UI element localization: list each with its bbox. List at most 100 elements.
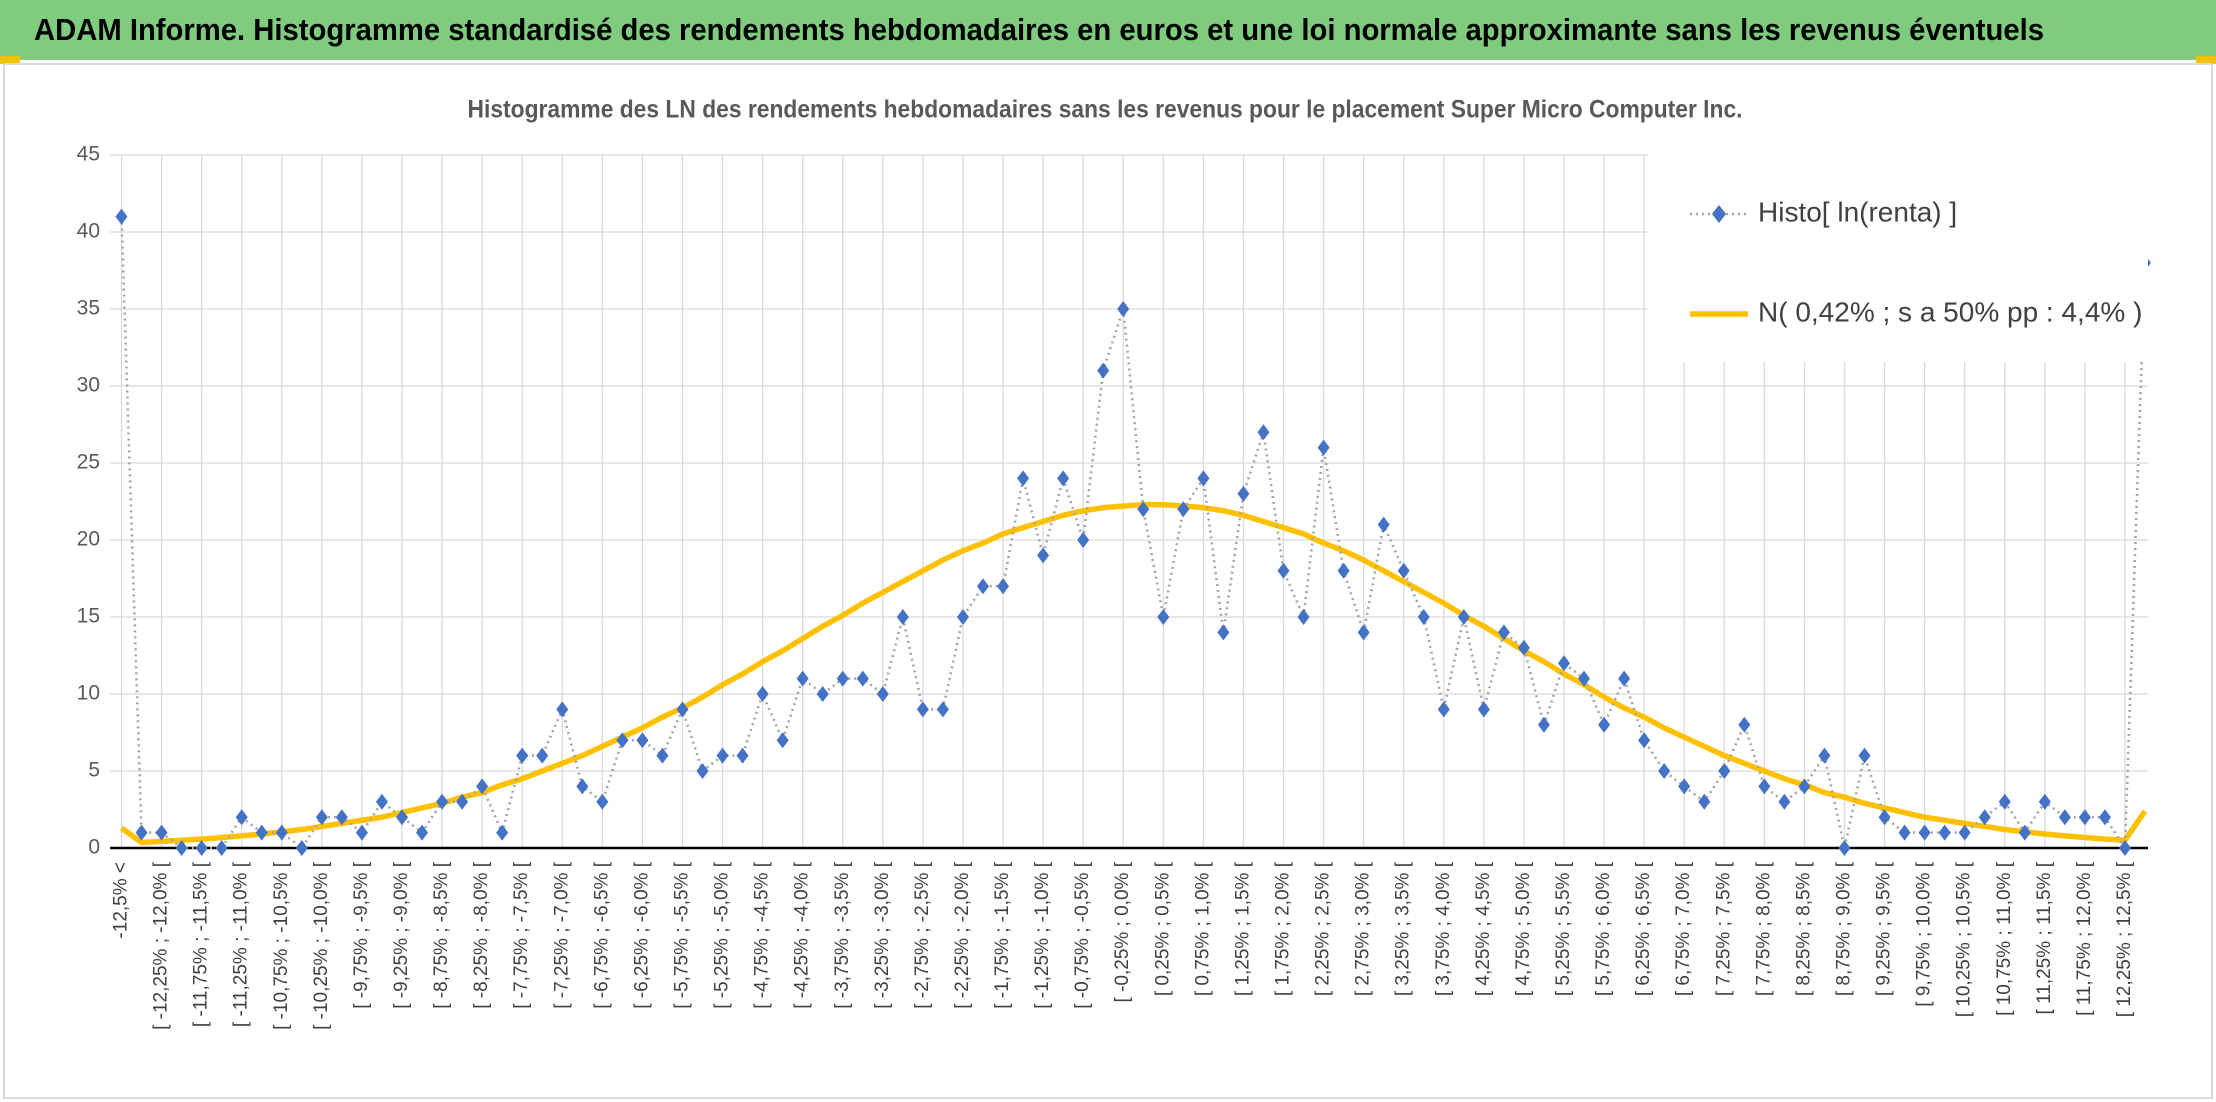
histogram-marker: [1417, 609, 1430, 625]
histogram-marker: [456, 793, 469, 810]
y-tick-label: 15: [77, 605, 100, 628]
histogram-marker: [1437, 701, 1450, 718]
histogram-marker: [1517, 639, 1530, 656]
x-tick-label: [ -4,75% ; -4,5% [: [752, 861, 773, 1009]
histogram-marker: [556, 701, 569, 718]
x-tick-label: [ 6,75% ; 7,0% [: [1673, 861, 1694, 996]
histogram-marker: [696, 763, 709, 779]
histogram-marker: [676, 701, 689, 718]
x-tick-label: -12,5% <: [111, 862, 132, 939]
histogram-marker: [1557, 655, 1570, 672]
histogram-marker: [596, 793, 609, 810]
x-tick-label: [ 1,75% ; 2,0% [: [1273, 861, 1294, 996]
histogram-marker: [896, 609, 909, 625]
histogram-marker: [1938, 824, 1951, 841]
y-tick-label: 45: [77, 143, 100, 166]
histogram-marker: [1818, 747, 1831, 764]
x-tick-label: [ -5,25% ; -5,0% [: [712, 861, 733, 1009]
y-tick-label: 5: [88, 759, 100, 782]
x-tick-label: [ -0,25% ; 0,0% [: [1112, 861, 1133, 1002]
histogram-marker: [175, 840, 188, 856]
x-tick-label: [ 12,25% ; 12,5% [: [2114, 861, 2135, 1017]
histogram-marker: [355, 824, 368, 841]
x-tick-label: [ 2,75% ; 3,0% [: [1353, 861, 1374, 996]
legend-box: [1648, 152, 2148, 362]
histogram-marker: [436, 793, 449, 810]
x-tick-label: [ -3,75% ; -3,5% [: [832, 861, 853, 1009]
x-tick-label: [ 5,75% ; 6,0% [: [1593, 861, 1614, 996]
histogram-marker: [315, 809, 328, 826]
x-tick-label: [ 9,75% ; 10,0% [: [1914, 861, 1935, 1006]
histogram-marker: [736, 747, 749, 764]
legend-marker: [1712, 205, 1726, 223]
histogram-marker: [856, 670, 869, 687]
x-tick-label: [ 2,25% ; 2,5% [: [1313, 861, 1334, 996]
x-tick-label: [ 6,25% ; 6,5% [: [1633, 861, 1654, 996]
x-tick-label: [ 1,25% ; 1,5% [: [1232, 861, 1253, 996]
histogram-marker: [395, 809, 408, 826]
chart-frame: [3, 63, 2213, 1099]
histogram-marker: [616, 732, 629, 749]
x-tick-label: [ 4,75% ; 5,0% [: [1513, 861, 1534, 996]
x-tick-label: [ -8,25% ; -8,0% [: [471, 861, 492, 1009]
histogram-marker: [1357, 624, 1370, 641]
histogram-marker: [956, 609, 969, 625]
histogram-marker: [215, 840, 228, 856]
histogram-marker: [335, 809, 348, 826]
histogram-marker: [1157, 609, 1170, 625]
histogram-marker: [1578, 670, 1591, 687]
histogram-marker: [836, 670, 849, 687]
y-tick-label: 25: [77, 451, 100, 474]
histogram-marker: [2038, 793, 2051, 810]
histogram-marker: [1177, 501, 1190, 518]
histogram-marker: [476, 778, 489, 795]
histogram-marker: [936, 701, 949, 718]
histogram-marker: [115, 208, 128, 225]
histogram-marker: [1618, 670, 1631, 687]
histogram-marker: [1477, 701, 1490, 718]
x-tick-label: [ -11,25% ; -11,0% [: [231, 861, 252, 1027]
x-tick-label: [ 8,75% ; 9,0% [: [1833, 861, 1854, 996]
histogram-marker: [1598, 716, 1611, 733]
histogram-marker: [796, 670, 809, 687]
histogram-marker: [2118, 840, 2131, 856]
x-tick-label: [ -2,75% ; -2,5% [: [912, 861, 933, 1009]
x-tick-label: [ 11,75% ; 12,0% [: [2074, 861, 2095, 1016]
histogram-marker: [195, 840, 208, 856]
histogram-marker: [1978, 809, 1991, 826]
histogram-marker: [1718, 763, 1731, 779]
histogram-marker: [1838, 840, 1851, 856]
x-tick-label: [ -2,25% ; -2,0% [: [952, 861, 973, 1009]
x-tick-label: [ -10,75% ; -10,5% [: [271, 861, 292, 1030]
histogram-marker: [416, 824, 429, 841]
histogram-marker: [636, 732, 649, 749]
x-tick-label: [ -3,25% ; -3,0% [: [872, 861, 893, 1009]
x-tick-label: [ 10,75% ; 11,0% [: [1994, 861, 2015, 1016]
histogram-marker: [1898, 824, 1911, 841]
histogram-marker: [1077, 532, 1090, 548]
x-tick-label: [ 8,25% ; 8,5% [: [1793, 861, 1814, 996]
x-tick-label: [ -7,25% ; -7,0% [: [551, 861, 572, 1009]
header-bar: [0, 0, 2216, 60]
histogram-marker: [916, 701, 929, 718]
histogram-marker: [997, 578, 1010, 595]
x-tick-label: [ 5,25% ; 5,5% [: [1553, 861, 1574, 996]
x-tick-label: [ -0,75% ; -0,5% [: [1072, 861, 1093, 1009]
histogram-marker: [2018, 824, 2031, 841]
x-tick-label: [ 3,75% ; 4,0% [: [1433, 861, 1454, 996]
histogram-marker: [2078, 809, 2091, 826]
x-tick-label: [ -6,75% ; -6,5% [: [591, 861, 612, 1009]
x-tick-label: [ -10,25% ; -10,0% [: [311, 861, 332, 1030]
histogram-marker: [1638, 732, 1651, 749]
histogram-marker: [1117, 301, 1130, 317]
x-tick-label: [ 4,25% ; 4,5% [: [1473, 861, 1494, 996]
histogram-marker: [1497, 624, 1510, 641]
histogram-marker: [135, 824, 148, 841]
histogram-marker: [1858, 747, 1871, 764]
histogram-marker: [1317, 439, 1330, 456]
histogram-marker: [516, 747, 529, 764]
histogram-marker: [1037, 547, 1050, 564]
x-tick-label: [ 9,25% ; 9,5% [: [1874, 861, 1895, 996]
histogram-marker: [656, 747, 669, 764]
